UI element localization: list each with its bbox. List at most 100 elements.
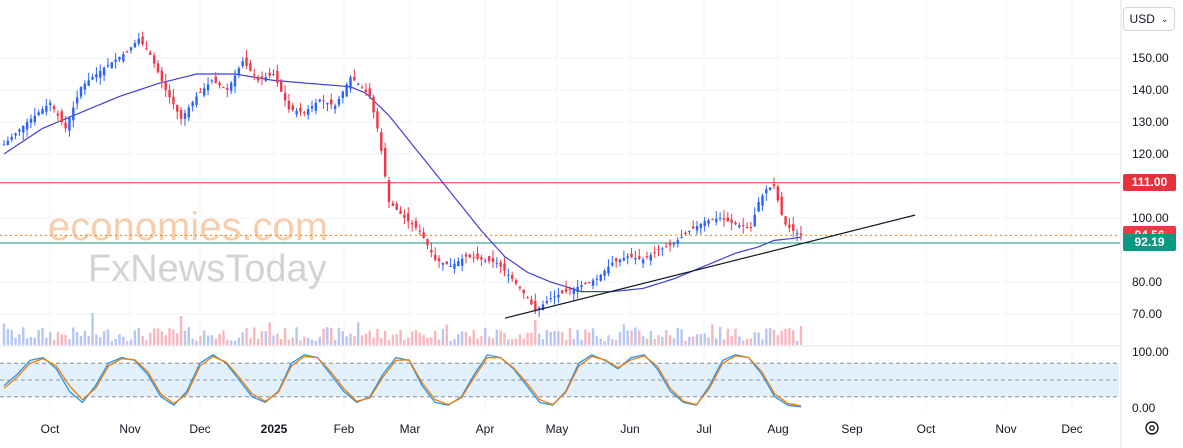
volume-bar	[237, 337, 241, 345]
volume-bar	[56, 331, 60, 345]
candle-body	[187, 107, 190, 118]
candle-body	[310, 106, 314, 109]
volume-bar	[460, 331, 464, 345]
candle-body	[599, 274, 602, 281]
price-tag-resistance: 111.00	[1123, 173, 1176, 191]
volume-bar	[403, 339, 406, 345]
candle-body	[534, 301, 537, 311]
candle-body	[18, 129, 21, 132]
candle-body	[507, 274, 510, 276]
candle-body	[691, 226, 695, 229]
volume-bar	[649, 331, 652, 345]
volume-bar	[711, 324, 714, 345]
volume-bar	[745, 338, 749, 345]
volume-bar	[580, 339, 583, 345]
volume-bar	[630, 330, 633, 345]
candle-body	[203, 88, 206, 96]
candle-body	[206, 84, 210, 91]
volume-bar	[399, 329, 402, 345]
volume-bar	[276, 333, 279, 345]
candle-body	[722, 218, 726, 220]
volume-bar	[491, 338, 495, 345]
candle-body	[757, 202, 760, 212]
candle-body	[391, 202, 395, 206]
candle-body	[730, 219, 733, 223]
volume-bar	[368, 330, 371, 345]
candle-body	[287, 100, 291, 110]
volume-bar	[757, 332, 760, 345]
volume-bar	[603, 340, 606, 345]
candle-body	[522, 289, 525, 294]
trendline[interactable]	[504, 214, 916, 319]
volume-bar	[149, 332, 152, 345]
volume-bar	[187, 327, 190, 345]
volume-bar	[306, 337, 310, 345]
volume-bar	[480, 336, 483, 345]
price-tick-label: 80.00	[1132, 275, 1162, 289]
candle-body	[149, 52, 152, 55]
candle-body	[676, 240, 679, 244]
volume-bar	[360, 335, 364, 345]
candle-body	[102, 67, 106, 76]
volume-bar	[541, 339, 545, 345]
candle-body	[445, 261, 448, 265]
volume-bar	[118, 334, 121, 345]
time-axis[interactable]: Oct Nov Dec 2025 Feb Mar Apr May Jun Jul Aug Sep Oct…	[41, 422, 1083, 436]
volume-bar	[749, 338, 753, 345]
candle-body	[2, 144, 6, 146]
candle-body	[776, 186, 780, 201]
volume-bar	[345, 336, 348, 345]
candle-body	[780, 196, 783, 215]
candle-body	[437, 258, 441, 262]
volume-bar	[430, 337, 433, 345]
time-tick-label: Oct	[41, 422, 60, 436]
volume-bar	[152, 328, 156, 345]
volume-bar	[260, 331, 264, 345]
candle-body	[718, 218, 722, 220]
candle-body	[738, 225, 741, 228]
volume-bar	[657, 335, 660, 345]
volume-bar	[87, 335, 90, 345]
time-tick-label: May	[546, 422, 569, 436]
volume-bar	[106, 329, 110, 345]
volume-bar	[765, 328, 768, 345]
volume-bar	[14, 337, 17, 345]
candle-body	[168, 90, 171, 98]
candle-body	[426, 239, 429, 246]
time-tick-label: Nov	[995, 422, 1016, 436]
volume-bar	[333, 340, 337, 345]
volume-bar	[291, 337, 294, 345]
horizontal-levels[interactable]	[0, 182, 1120, 244]
candle-body	[318, 99, 321, 102]
volume-bar	[607, 335, 610, 345]
candle-body	[183, 113, 187, 119]
volume-bar	[241, 332, 244, 345]
candle-body	[645, 256, 649, 258]
candle-body	[75, 97, 79, 104]
time-tick-label: Jul	[696, 422, 711, 436]
candle-body	[453, 263, 456, 269]
candle-body	[268, 72, 271, 76]
candle-body	[434, 254, 437, 260]
candle-body	[176, 104, 179, 112]
gear-icon[interactable]	[1143, 419, 1161, 437]
stoch-line	[3, 355, 802, 407]
volume-bar	[768, 328, 772, 345]
chevron-down-icon: ⌄	[1160, 13, 1169, 24]
volume-bar	[137, 327, 140, 345]
candle-body	[410, 223, 414, 225]
volume-bar	[695, 334, 699, 345]
candle-body	[703, 221, 706, 227]
volume-bar	[799, 325, 803, 345]
candle-body	[226, 88, 229, 90]
volume-bar	[464, 331, 468, 345]
price-axis[interactable]: 70.00 80.00 100.00 120.00 130.00 140.00 150.00…	[1132, 51, 1169, 415]
volume-bar	[164, 335, 167, 345]
volume-bar	[553, 330, 556, 345]
candle-body	[64, 122, 67, 129]
candle-body	[484, 260, 487, 262]
volume-bar	[561, 332, 564, 345]
currency-dropdown[interactable]: USD ⌄	[1123, 7, 1175, 31]
